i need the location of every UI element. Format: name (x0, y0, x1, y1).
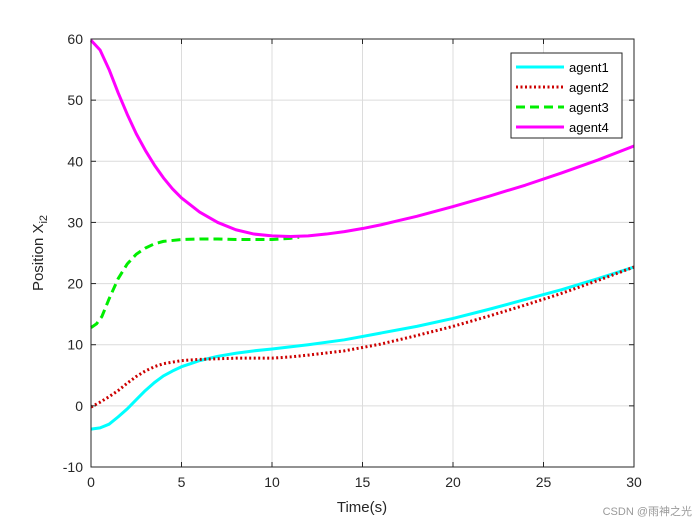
legend: agent1 agent2 agent3 agent4 (510, 52, 623, 139)
series-line-agent2 (90, 265, 635, 409)
x-tick-label: 25 (536, 474, 552, 490)
series-lines (89, 39, 635, 431)
x-tick-label: 30 (626, 474, 642, 490)
x-tick-label: 0 (87, 474, 95, 490)
y-axis-label-subscript: i2 (38, 215, 50, 224)
legend-label-agent4: agent4 (569, 120, 609, 135)
x-tick-label: 10 (264, 474, 280, 490)
y-axis-label: Position Xi2 (30, 215, 50, 291)
legend-label-agent3: agent3 (569, 100, 609, 115)
legend-label-agent2: agent2 (569, 80, 609, 95)
series-line-agent1 (90, 265, 635, 431)
series-line-agent4 (89, 39, 635, 238)
legend-label-agent1: agent1 (569, 60, 609, 75)
y-tick-label: 0 (75, 398, 83, 414)
y-tick-labels: -10 0 10 20 30 40 50 60 (63, 31, 83, 475)
y-tick-label: 20 (67, 276, 83, 292)
axis-ticks (90, 38, 635, 468)
y-axis-label-main: Position X (30, 224, 47, 292)
y-tick-label: 60 (67, 31, 83, 47)
x-tick-label: 15 (355, 474, 371, 490)
x-tick-labels: 0 5 10 15 20 25 30 (87, 474, 642, 490)
y-tick-label: 30 (67, 214, 83, 230)
y-tick-label: -10 (63, 459, 83, 475)
y-tick-label: 50 (67, 92, 83, 108)
y-tick-label: 10 (67, 337, 83, 353)
watermark: CSDN @雨神之光 (602, 506, 692, 518)
x-axis-label: Time(s) (337, 499, 387, 516)
x-tick-label: 5 (178, 474, 186, 490)
series-line-agent3 (90, 235, 300, 329)
y-tick-label: 40 (67, 153, 83, 169)
x-tick-label: 20 (445, 474, 461, 490)
